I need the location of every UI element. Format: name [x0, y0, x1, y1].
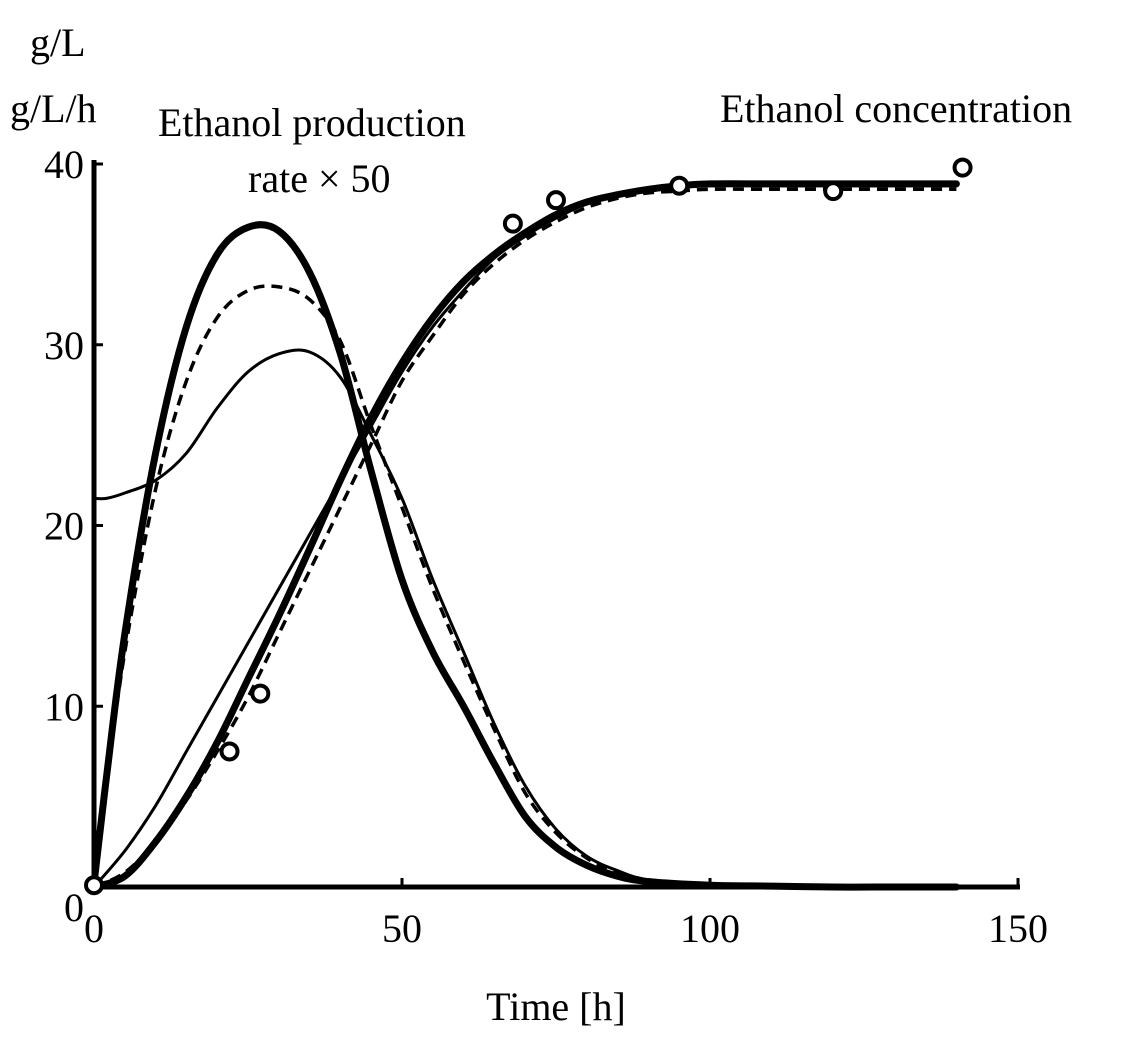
axis-ticks: 0 50 100 150 0 10 20 30 40: [44, 142, 1048, 951]
series-line-thick-3: [90, 180, 960, 891]
data-point-marker: [823, 181, 844, 202]
x-tick-label: 0: [84, 906, 104, 951]
data-point-marker: [669, 175, 690, 196]
series-line-dash-5: [93, 187, 957, 889]
x-tick-label: 50: [382, 906, 422, 951]
data-point-marker: [219, 741, 240, 762]
data-point-marker: [546, 190, 566, 211]
y-tick-label: 0: [64, 885, 84, 930]
series-line-thin-4: [92, 184, 958, 889]
data-point-marker: [952, 157, 973, 178]
data-point-marker: [250, 683, 271, 704]
series-line-dash-1: [92, 284, 957, 889]
series-layer: [84, 157, 973, 896]
annotation-concentration: Ethanol concentration: [720, 86, 1072, 131]
x-tick-label: 150: [988, 906, 1048, 951]
y-axis-label-line2: g/L/h: [10, 86, 97, 131]
x-axis-label: Time [h]: [486, 984, 626, 1029]
series-line-thin-2: [92, 348, 958, 889]
data-point-marker: [502, 213, 523, 234]
y-tick-label: 10: [44, 684, 84, 729]
annotation-production-rate-line2: rate × 50: [248, 156, 391, 201]
y-tick-label: 30: [44, 323, 84, 368]
annotation-production-rate-line1: Ethanol production: [158, 100, 466, 145]
y-tick-label: 20: [44, 504, 84, 549]
y-tick-label: 40: [44, 142, 84, 187]
data-point-marker: [84, 875, 104, 896]
x-tick-label: 100: [680, 906, 740, 951]
y-axis-label-line1: g/L: [30, 20, 86, 65]
